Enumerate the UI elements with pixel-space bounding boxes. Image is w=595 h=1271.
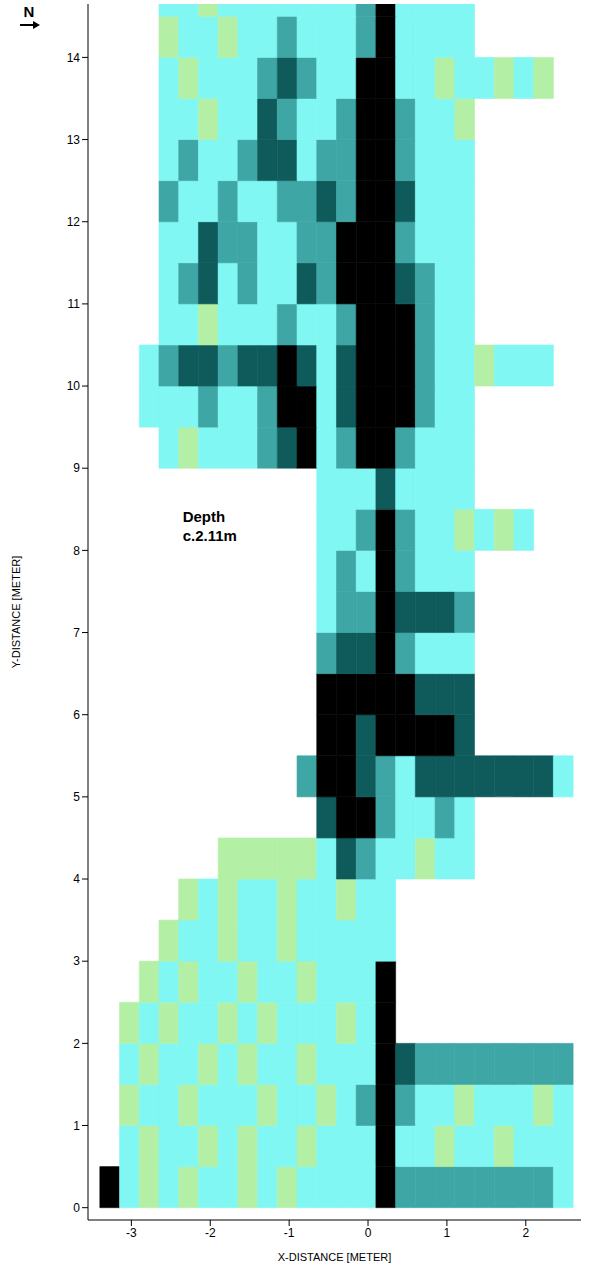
svg-text:-2: -2 [205, 1226, 216, 1240]
svg-text:11: 11 [68, 297, 81, 311]
svg-text:12: 12 [67, 215, 81, 229]
svg-text:4: 4 [73, 872, 80, 886]
svg-text:5: 5 [73, 790, 80, 804]
svg-text:1: 1 [73, 1119, 80, 1133]
svg-text:7: 7 [73, 626, 80, 640]
svg-text:0: 0 [365, 1226, 372, 1240]
svg-text:13: 13 [67, 133, 81, 147]
svg-text:-3: -3 [126, 1226, 137, 1240]
html-text:N: N [23, 3, 35, 20]
svg-text:14: 14 [67, 51, 81, 65]
svg-text:X-DISTANCE [METER]: X-DISTANCE [METER] [278, 1251, 391, 1263]
svg-text:8: 8 [73, 544, 80, 558]
svg-text:10: 10 [67, 379, 81, 393]
svg-text:-1: -1 [284, 1226, 295, 1240]
svg-text:2: 2 [73, 1037, 80, 1051]
svg-text:1: 1 [444, 1226, 451, 1240]
svg-text:3: 3 [73, 954, 80, 968]
svg-text:6: 6 [73, 708, 80, 722]
svg-text:Depthc.2.11m: Depthc.2.11m [183, 508, 237, 544]
svg-text:Y-DISTANCE [METER]: Y-DISTANCE [METER] [10, 556, 22, 668]
svg-text:0: 0 [73, 1201, 80, 1215]
svg-text:2: 2 [522, 1226, 529, 1240]
svg-text:9: 9 [73, 461, 80, 475]
